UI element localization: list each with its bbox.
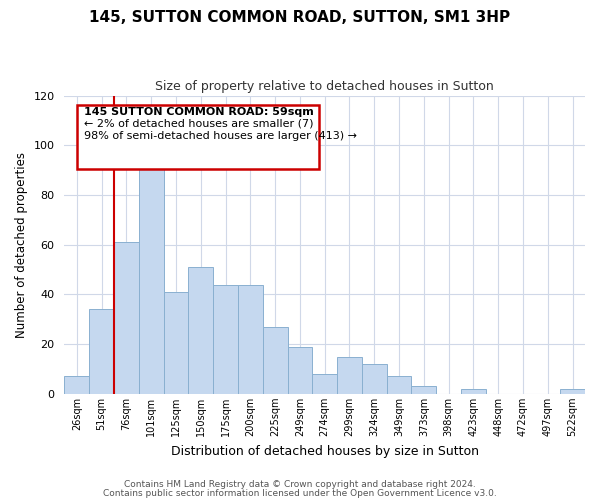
- Text: Contains public sector information licensed under the Open Government Licence v3: Contains public sector information licen…: [103, 488, 497, 498]
- X-axis label: Distribution of detached houses by size in Sutton: Distribution of detached houses by size …: [171, 444, 479, 458]
- Text: 98% of semi-detached houses are larger (413) →: 98% of semi-detached houses are larger (…: [84, 131, 357, 141]
- Bar: [114, 242, 139, 394]
- Bar: [139, 165, 164, 394]
- Bar: [238, 284, 263, 394]
- Bar: [560, 389, 585, 394]
- Bar: [89, 310, 114, 394]
- Bar: [362, 364, 386, 394]
- Title: Size of property relative to detached houses in Sutton: Size of property relative to detached ho…: [155, 80, 494, 93]
- Text: 145 SUTTON COMMON ROAD: 59sqm: 145 SUTTON COMMON ROAD: 59sqm: [84, 107, 314, 117]
- Text: 145, SUTTON COMMON ROAD, SUTTON, SM1 3HP: 145, SUTTON COMMON ROAD, SUTTON, SM1 3HP: [89, 10, 511, 25]
- Bar: [164, 292, 188, 394]
- Bar: [461, 389, 486, 394]
- Bar: [386, 376, 412, 394]
- Bar: [188, 267, 213, 394]
- Bar: [64, 376, 89, 394]
- Bar: [412, 386, 436, 394]
- Y-axis label: Number of detached properties: Number of detached properties: [15, 152, 28, 338]
- Bar: [337, 356, 362, 394]
- Text: Contains HM Land Registry data © Crown copyright and database right 2024.: Contains HM Land Registry data © Crown c…: [124, 480, 476, 489]
- Text: ← 2% of detached houses are smaller (7): ← 2% of detached houses are smaller (7): [84, 119, 314, 129]
- Bar: [313, 374, 337, 394]
- Bar: [213, 284, 238, 394]
- FancyBboxPatch shape: [77, 104, 319, 168]
- Bar: [263, 327, 287, 394]
- Bar: [287, 346, 313, 394]
